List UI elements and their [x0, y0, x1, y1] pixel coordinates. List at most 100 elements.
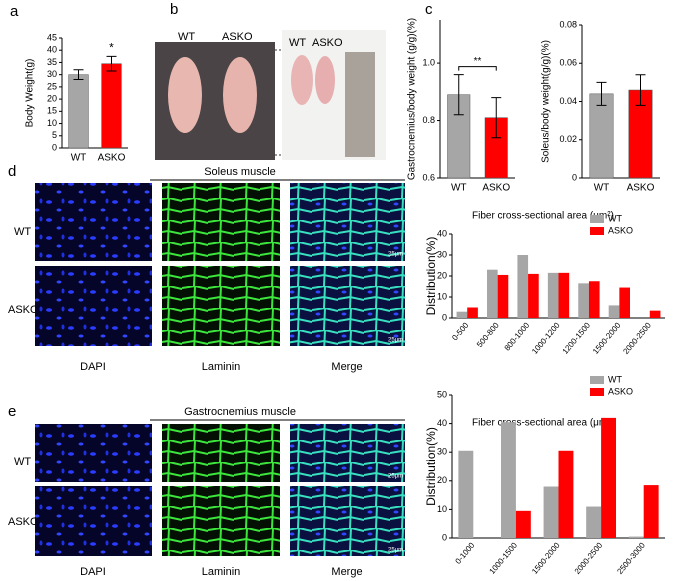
x-tick-label: ASKO — [627, 183, 655, 194]
row-label: ASKO — [8, 516, 39, 528]
column-label: Merge — [331, 361, 362, 373]
column-label: Laminin — [202, 566, 241, 578]
x-tick-label: 0-1000 — [454, 540, 477, 565]
y-tick-label: 30 — [437, 447, 447, 457]
micrograph — [35, 424, 152, 482]
bar — [619, 287, 631, 318]
error-bar — [596, 81, 607, 106]
bar — [643, 485, 659, 538]
micrograph — [162, 183, 280, 261]
x-tick-label: WT — [451, 183, 467, 194]
y-tick-label: 30 — [437, 249, 447, 259]
y-tick-label: 0 — [52, 142, 57, 152]
x-tick-label: 1000-1500 — [488, 540, 520, 576]
micrograph — [290, 424, 405, 482]
bar — [500, 422, 516, 538]
x-tick-label: WT — [594, 183, 610, 194]
x-tick-label: 2000-2500 — [573, 540, 605, 576]
x-tick-label: 1500-2000 — [591, 320, 623, 356]
panel-label: c — [425, 1, 433, 18]
scale-bar: 25μm — [388, 548, 403, 554]
column-label: DAPI — [80, 566, 106, 578]
bar — [467, 307, 478, 318]
micrograph — [162, 486, 280, 556]
section-title: Gastrocnemius muscle — [184, 406, 296, 418]
x-tick-label: ASKO — [98, 153, 126, 164]
row-label: WT — [14, 456, 31, 468]
error-bar — [106, 55, 117, 72]
row-label: ASKO — [8, 304, 39, 316]
y-tick-label: 20 — [437, 270, 447, 280]
bar — [456, 311, 468, 318]
y-tick-label: 40 — [437, 228, 447, 238]
x-tick-label: 1000-1200 — [530, 320, 562, 356]
y-tick-label: 10 — [437, 504, 447, 514]
y-tick-label: 0.8 — [422, 115, 435, 125]
bar — [589, 93, 614, 179]
annotation: ** — [474, 56, 482, 67]
column-label: Merge — [331, 566, 362, 578]
x-tick-label: 2000-2500 — [621, 320, 653, 356]
chart-title: Fiber cross-sectional area (μm²) — [472, 418, 614, 429]
micrograph — [35, 183, 152, 261]
error-bar — [491, 97, 502, 139]
scale-bar: 25μm — [388, 474, 403, 480]
photo-label: ASKO — [312, 37, 343, 49]
x-tick-label: 1200-1500 — [561, 320, 593, 356]
bar — [586, 506, 602, 538]
legend-swatch — [590, 376, 604, 384]
bar — [458, 450, 474, 538]
bar — [578, 283, 589, 318]
y-tick-label: 40 — [437, 418, 447, 428]
micrograph — [162, 266, 280, 346]
micrograph — [290, 266, 405, 346]
y-axis-label: Distribution(%) — [424, 237, 438, 316]
y-tick-label: 1.0 — [422, 57, 435, 67]
legend-label: ASKO — [608, 386, 633, 396]
micrograph — [35, 266, 152, 346]
column-label: Laminin — [202, 361, 241, 373]
x-tick-label: 2500-3000 — [615, 540, 647, 576]
micrograph — [290, 486, 405, 556]
y-tick-label: 0.04 — [559, 96, 577, 106]
panel-label: b — [170, 1, 178, 18]
y-axis-label: Soleus/body weight(g/g)(%) — [541, 40, 552, 163]
panel-label: a — [10, 3, 19, 20]
section-title: Soleus muscle — [204, 166, 276, 178]
y-tick-label: 40 — [47, 45, 57, 55]
legend-label: WT — [608, 213, 622, 223]
y-axis-label: Distribution(%) — [424, 427, 438, 506]
photo-shape — [291, 55, 313, 105]
error-bar — [453, 74, 464, 116]
photo-label: WT — [289, 37, 306, 49]
error-bar — [73, 69, 84, 81]
legend-label: WT — [608, 374, 622, 384]
error-bar — [635, 74, 646, 106]
bar — [543, 486, 559, 538]
y-tick-label: 35 — [47, 57, 57, 67]
bar — [68, 74, 89, 149]
y-tick-label: 10 — [437, 291, 447, 301]
panel-label: d — [8, 163, 16, 180]
x-tick-label: ASKO — [482, 183, 510, 194]
x-tick-label: 1500-2000 — [530, 540, 562, 576]
photo-shape — [223, 57, 257, 133]
y-tick-label: 0.02 — [559, 134, 577, 144]
y-axis-label: Body Weight(g) — [25, 59, 36, 128]
y-tick-label: 5 — [52, 130, 57, 140]
y-tick-label: 50 — [437, 389, 447, 399]
bar — [558, 272, 570, 318]
bar — [628, 536, 644, 538]
micrograph — [162, 424, 280, 482]
y-tick-label: 30 — [47, 69, 57, 79]
photo-shape — [168, 57, 202, 133]
x-tick-label: WT — [71, 153, 87, 164]
legend-label: ASKO — [608, 225, 633, 235]
y-tick-label: 45 — [47, 32, 57, 42]
panel-label: e — [8, 403, 16, 420]
bar — [101, 63, 122, 149]
y-tick-label: 10 — [47, 118, 57, 128]
y-tick-label: 0 — [442, 312, 447, 322]
photo-shape — [315, 56, 335, 104]
